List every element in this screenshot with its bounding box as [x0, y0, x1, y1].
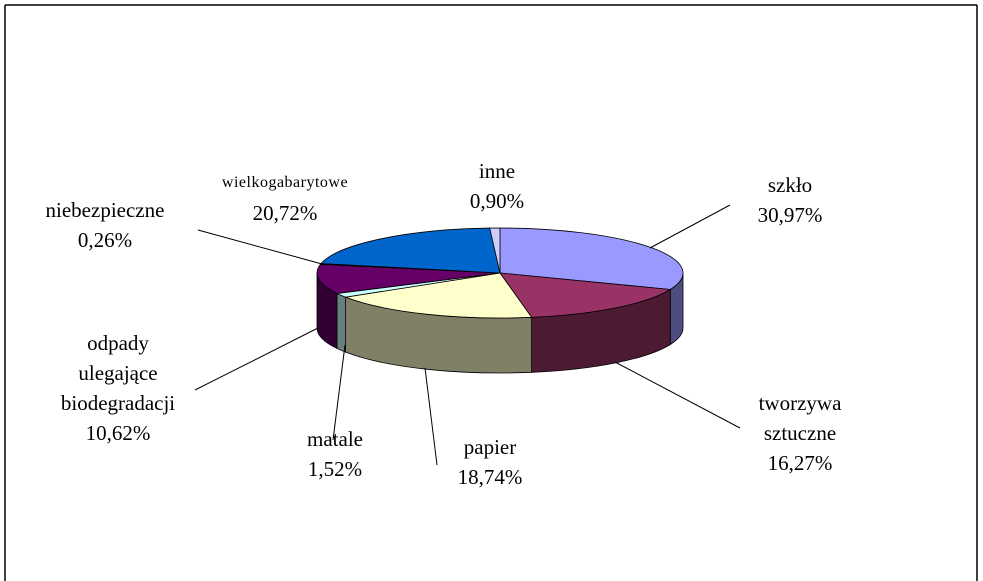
value-label: 0,90% — [469, 189, 525, 213]
category-label: papier — [463, 435, 517, 459]
category-label: odpady ulegające biodegradacji — [60, 331, 176, 415]
data-label: wielkogabarytowe 20,72% — [175, 168, 395, 228]
value-label: 30,97% — [757, 203, 823, 227]
pie-slice — [320, 227, 501, 274]
leader-line — [614, 361, 741, 429]
data-label: papier 18,74% — [430, 432, 550, 492]
pie-slice — [344, 272, 533, 319]
pie-slice — [316, 263, 501, 294]
pie-side — [336, 292, 347, 353]
value-label: 1,52% — [307, 457, 363, 481]
leader-line — [197, 229, 323, 265]
data-label: matale 1,52% — [275, 424, 395, 484]
data-label: odpady ulegające biodegradacji 10,62% — [28, 328, 208, 448]
data-label: inne 0,90% — [447, 156, 547, 216]
category-label: matale — [307, 427, 363, 451]
value-label: 0,26% — [77, 228, 133, 252]
data-label: niebezpieczne 0,26% — [5, 195, 205, 255]
category-label: szkło — [767, 173, 813, 197]
category-label: tworzywa sztuczne — [758, 391, 842, 445]
data-label: szkło 30,97% — [730, 170, 850, 230]
value-label: 16,27% — [767, 451, 833, 475]
leader-line — [649, 204, 731, 249]
value-label: 18,74% — [457, 465, 523, 489]
leader-line — [194, 327, 319, 391]
leader-line — [332, 344, 346, 441]
leader-line — [424, 367, 438, 466]
data-label: tworzywa sztuczne 16,27% — [730, 388, 870, 478]
category-label: niebezpieczne — [45, 198, 165, 222]
value-label: 20,72% — [252, 201, 318, 225]
value-label: 10,62% — [85, 421, 151, 445]
category-label: inne — [478, 159, 516, 183]
pie-slice — [499, 272, 672, 318]
pie-slice — [489, 227, 501, 274]
category-label: wielkogabarytowe — [221, 174, 349, 191]
